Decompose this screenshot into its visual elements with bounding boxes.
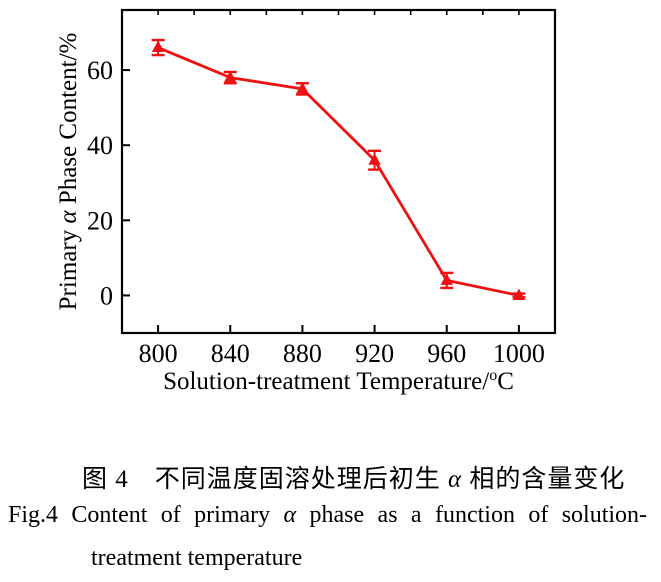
caption-zh: 图 4 不同温度固溶处理后初生 α 相的含量变化 bbox=[82, 459, 625, 495]
y-axis-label: Primary α Phase Content/% bbox=[55, 33, 82, 311]
x-tick-label: 920 bbox=[355, 339, 394, 368]
error-bars bbox=[151, 38, 526, 299]
x-tick-label: 960 bbox=[427, 339, 466, 368]
line-chart: 800 840 880 920 960 1000 0 20 40 60 Solution-treat… bbox=[55, 8, 557, 395]
y-tick-label: 20 bbox=[87, 206, 113, 235]
caption-zh-pre: 图 4 不同温度固溶处理后初生 bbox=[82, 466, 449, 493]
y-tick-label: 60 bbox=[87, 56, 113, 85]
triangle-marker bbox=[512, 288, 526, 300]
triangle-marker bbox=[440, 273, 453, 285]
x-axis-label: Solution-treatment Temperature/oC bbox=[163, 367, 514, 395]
caption-en-line1: Fig.4 Content of primary α phase as a fu… bbox=[8, 502, 647, 529]
caption-fig-label: Fig.4 bbox=[8, 502, 59, 528]
series-markers bbox=[151, 40, 526, 300]
x-tick-label: 880 bbox=[283, 339, 322, 368]
triangle-marker bbox=[296, 81, 309, 94]
y-tick-label: 40 bbox=[87, 131, 113, 160]
caption-zh-alpha: α bbox=[448, 466, 463, 493]
triangle-marker bbox=[224, 70, 237, 83]
x-tick-label: 800 bbox=[139, 339, 178, 368]
triangle-marker bbox=[151, 40, 165, 53]
y-tick-label: 0 bbox=[100, 281, 113, 310]
caption-zh-post: 相的含量变化 bbox=[462, 466, 626, 493]
series-line bbox=[157, 46, 520, 297]
x-tick-label: 1000 bbox=[493, 339, 545, 368]
caption-en-alpha: α bbox=[283, 502, 297, 528]
x-tick-label: 840 bbox=[211, 339, 250, 368]
caption-en-post: phase as a function of solution- bbox=[309, 502, 648, 528]
tick-labels: 800 840 880 920 960 1000 0 20 40 60 bbox=[87, 56, 545, 368]
caption-en-pre: Content of primary bbox=[71, 502, 271, 528]
axis-ticks bbox=[122, 10, 520, 333]
caption-en-line2: treatment temperature bbox=[91, 545, 303, 571]
triangle-marker bbox=[368, 153, 381, 165]
